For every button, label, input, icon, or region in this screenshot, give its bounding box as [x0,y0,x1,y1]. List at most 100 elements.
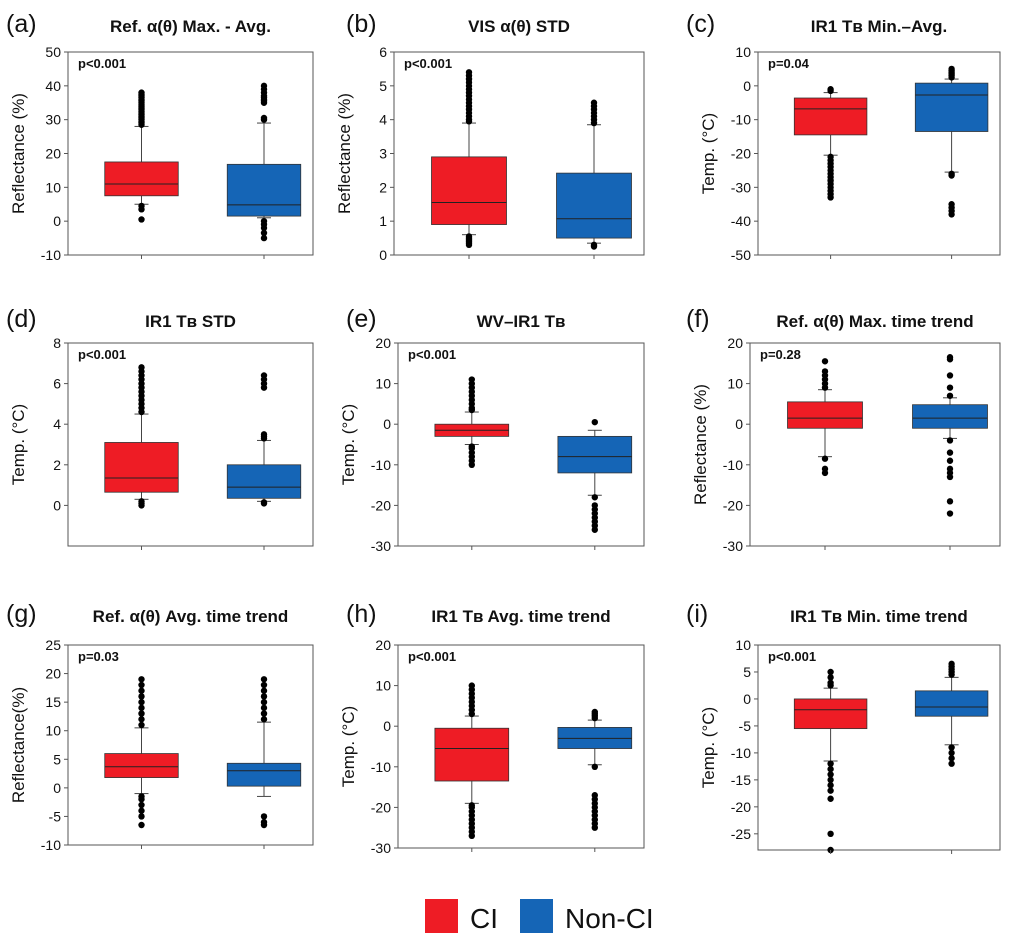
series-ci [793,86,868,259]
series-ci [104,89,179,259]
p-value: p<0.001 [78,56,126,71]
y-tick-label: 50 [45,44,61,60]
plot-frame [397,644,645,849]
outlier-point [260,114,268,122]
outlier-point [260,499,268,506]
legend: CI Non-CI [425,899,654,934]
legend-swatch-ci [425,899,458,933]
outlier-point [138,716,145,723]
outlier-point [260,813,268,820]
y-axis-label: Reflectance (%) [691,384,710,505]
outlier-point [827,674,834,681]
outlier-point [260,431,268,438]
outlier-point [260,681,268,689]
outlier-point [821,469,829,477]
y-tick-label: -10 [41,247,61,263]
series-ci [434,376,510,550]
outlier-point [590,241,598,249]
box-iqr [793,698,868,730]
outlier-point [946,473,954,481]
outlier-point [827,795,834,802]
y-tick-label: -10 [371,457,391,473]
y-tick-label: -30 [371,840,391,856]
panel-h: (h) IR1 Tʙ Avg. time trend -30 -20 -10 0 10 20 T… [339,600,645,856]
y-tick-label: -5 [739,718,752,734]
outlier-point [591,494,598,501]
series-ci [104,364,179,550]
box-iqr [226,163,302,217]
outlier-point [260,716,268,723]
y-tick-label: 0 [383,416,391,432]
series-ci [787,358,863,550]
series-ci [793,668,868,854]
p-value: p<0.001 [78,347,126,362]
panel-title: IR1 Tʙ Avg. time trend [431,607,610,626]
series-nonci [226,676,302,849]
panel-e: (e) WV–IR1 Tʙ -30 -20 -10 0 10 20 Temp. (°C) p<0.… [339,305,645,554]
outlier-point [827,679,834,686]
outlier-point [827,782,834,789]
outlier-point [138,698,145,706]
outlier-point [948,744,955,751]
box-iqr [556,172,632,239]
box-iqr [104,161,179,197]
y-tick-label: 15 [45,694,61,710]
y-tick-label: 20 [45,146,61,162]
plot-frame [749,342,1001,547]
outlier-point [138,693,145,700]
y-tick-label: -10 [731,112,751,128]
y-tick-label: -10 [731,745,751,761]
y-axis-label: Temp. (°C) [339,706,358,787]
series-ci [434,682,510,852]
outlier-point [138,721,145,729]
box-iqr [226,464,302,499]
panel-letter: (a) [6,10,37,38]
p-value: p=0.28 [760,347,801,362]
box-iqr [787,401,863,429]
y-tick-label: -20 [723,497,743,513]
outlier-point [138,498,145,505]
panel-c: (c) IR1 Tʙ Min.–Avg. -50 -40 -30 -20 -10 0 10 Tem… [686,10,1001,263]
outlier-point [591,526,598,533]
outlier-point [138,704,145,712]
panel-title: IR1 Tʙ Min.–Avg. [811,17,947,36]
y-tick-label: 10 [735,637,751,653]
p-value: p<0.001 [404,56,452,71]
series-ci [104,676,179,849]
series-nonci [914,65,989,259]
outlier-point [948,211,955,218]
y-tick-label: -25 [731,826,751,842]
y-tick-label: 0 [379,247,387,263]
outlier-point [946,449,954,456]
y-tick-label: 6 [379,44,387,60]
y-tick-label: 0 [735,416,743,432]
y-tick-label: -40 [731,213,751,229]
series-nonci [226,82,302,259]
panel-letter: (i) [686,600,708,628]
box-iqr [434,727,510,782]
y-tick-label: 10 [727,376,743,392]
outlier-point [260,698,268,706]
outlier-point [468,461,475,468]
series-nonci [557,418,633,550]
outlier-point [138,821,145,829]
y-tick-label: 10 [45,723,61,739]
outlier-point [260,229,268,237]
outlier-point [827,830,834,838]
outlier-point [260,372,268,379]
outlier-point [138,687,145,694]
outlier-point [260,234,268,242]
panel-b: (b) VIS α(θ) STD 0 1 2 3 4 5 6 Reflectance (%) p<0… [335,10,645,263]
outlier-point [827,771,834,778]
y-tick-label: 10 [375,678,391,694]
y-tick-label: 6 [53,376,61,392]
box-iqr [104,442,179,493]
outlier-point [591,763,598,770]
outlier-point [260,704,268,712]
outlier-point [827,87,834,95]
outlier-point [591,418,598,426]
y-tick-label: 2 [379,179,387,195]
outlier-point [827,765,834,773]
outlier-point [591,708,598,716]
y-tick-label: 2 [53,457,61,473]
